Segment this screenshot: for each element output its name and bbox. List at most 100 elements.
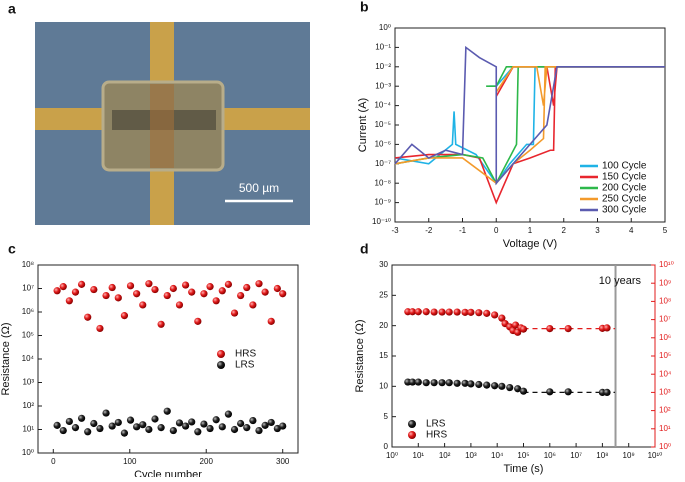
data-point <box>438 379 446 387</box>
legend-label: 300 Cycle <box>602 205 647 216</box>
data-point <box>157 320 165 328</box>
y-tick-label: 10⁸ <box>22 260 34 269</box>
data-point <box>445 379 453 387</box>
y-tick-label: 10⁻⁶ <box>375 140 391 149</box>
data-point <box>261 421 269 429</box>
data-point <box>519 325 528 333</box>
x-tick-label: 10⁴ <box>491 451 504 460</box>
y2-tick-label: 10¹⁰ <box>659 260 674 269</box>
data-point <box>188 418 196 426</box>
data-point <box>126 282 135 290</box>
legend-label: LRS <box>235 360 255 371</box>
data-point <box>498 314 506 322</box>
data-point <box>461 308 469 316</box>
legend-swatch <box>408 420 416 428</box>
y2-tick-label: 10³ <box>659 388 671 397</box>
y2-tick-label: 10⁶ <box>659 333 671 342</box>
data-point <box>108 422 116 430</box>
data-point <box>77 280 86 288</box>
data-point <box>511 321 520 329</box>
data-point <box>188 288 196 296</box>
data-point <box>212 297 220 305</box>
data-point <box>491 382 499 390</box>
y2-tick-label: 10⁷ <box>659 315 671 324</box>
data-point <box>408 308 417 316</box>
legend-label: 100 Cycle <box>602 161 647 172</box>
data-point <box>267 418 275 427</box>
x-tick-label: 0 <box>494 226 499 235</box>
data-point <box>108 283 116 292</box>
data-point <box>467 380 475 388</box>
data-point <box>206 424 214 433</box>
data-point <box>414 308 422 316</box>
data-point <box>422 379 430 387</box>
data-point <box>461 379 469 387</box>
data-point <box>546 388 554 396</box>
x-tick-label: -3 <box>391 226 399 235</box>
y-tick-label: 0 <box>384 442 389 451</box>
y-tick-label: 10⁻³ <box>375 81 391 90</box>
legend-swatch <box>217 361 225 369</box>
data-point <box>90 419 98 428</box>
data-point <box>169 284 177 293</box>
y-tick-label: 10⁻⁷ <box>375 159 391 168</box>
x-tick-label: 300 <box>276 457 290 466</box>
y-axis-title: Resistance (Ω) <box>0 322 12 395</box>
data-point <box>151 285 159 294</box>
data-point <box>453 308 461 316</box>
y2-tick-label: 10⁴ <box>659 369 672 378</box>
y-tick-label: 10⁵ <box>22 331 34 340</box>
data-point <box>169 426 177 435</box>
micrograph: 500 µm <box>35 22 310 225</box>
data-point <box>145 425 153 434</box>
data-point <box>218 287 226 295</box>
data-point <box>90 285 98 294</box>
data-point <box>218 423 226 431</box>
data-point <box>273 424 281 433</box>
data-point <box>483 309 491 317</box>
data-point <box>224 410 233 418</box>
data-point <box>77 414 86 422</box>
data-point <box>200 290 208 298</box>
y-tick-label: 10³ <box>22 378 34 387</box>
data-point <box>564 325 572 333</box>
data-point <box>237 419 245 428</box>
data-point <box>181 422 190 430</box>
data-point <box>249 416 257 425</box>
data-point <box>194 317 202 325</box>
y-tick-label: 10⁻⁸ <box>375 178 392 187</box>
legend-label: LRS <box>426 419 446 430</box>
data-point <box>175 301 184 309</box>
data-point <box>519 387 528 395</box>
data-point <box>438 308 446 316</box>
data-point <box>102 409 110 417</box>
y2-tick-label: 10¹ <box>659 424 671 433</box>
data-point <box>65 417 73 426</box>
legend-label: 250 Cycle <box>602 194 647 205</box>
x-axis-title: Cycle number <box>134 469 202 477</box>
y-tick-label: 10² <box>22 401 34 410</box>
data-point <box>243 424 251 432</box>
y-tick-label: 10⁰ <box>379 23 391 32</box>
data-point <box>84 428 92 436</box>
legend-swatch <box>217 350 225 358</box>
data-point <box>230 425 239 434</box>
y-tick-label: 10⁻² <box>375 62 391 71</box>
data-point <box>145 280 153 288</box>
data-point <box>139 421 147 429</box>
data-point <box>267 317 275 325</box>
data-point <box>133 290 141 298</box>
iv-curve <box>394 45 665 186</box>
scale-bar-label: 500 µm <box>239 181 279 195</box>
data-point <box>126 416 135 424</box>
y-tick-label: 20 <box>379 321 388 330</box>
x-tick-label: 5 <box>663 226 668 235</box>
data-point <box>84 313 92 321</box>
y-tick-label: 5 <box>384 412 389 421</box>
data-point <box>408 378 417 386</box>
data-point <box>157 424 165 432</box>
x-tick-label: 10⁰ <box>386 451 398 460</box>
data-point <box>430 308 438 316</box>
data-point <box>498 382 506 390</box>
